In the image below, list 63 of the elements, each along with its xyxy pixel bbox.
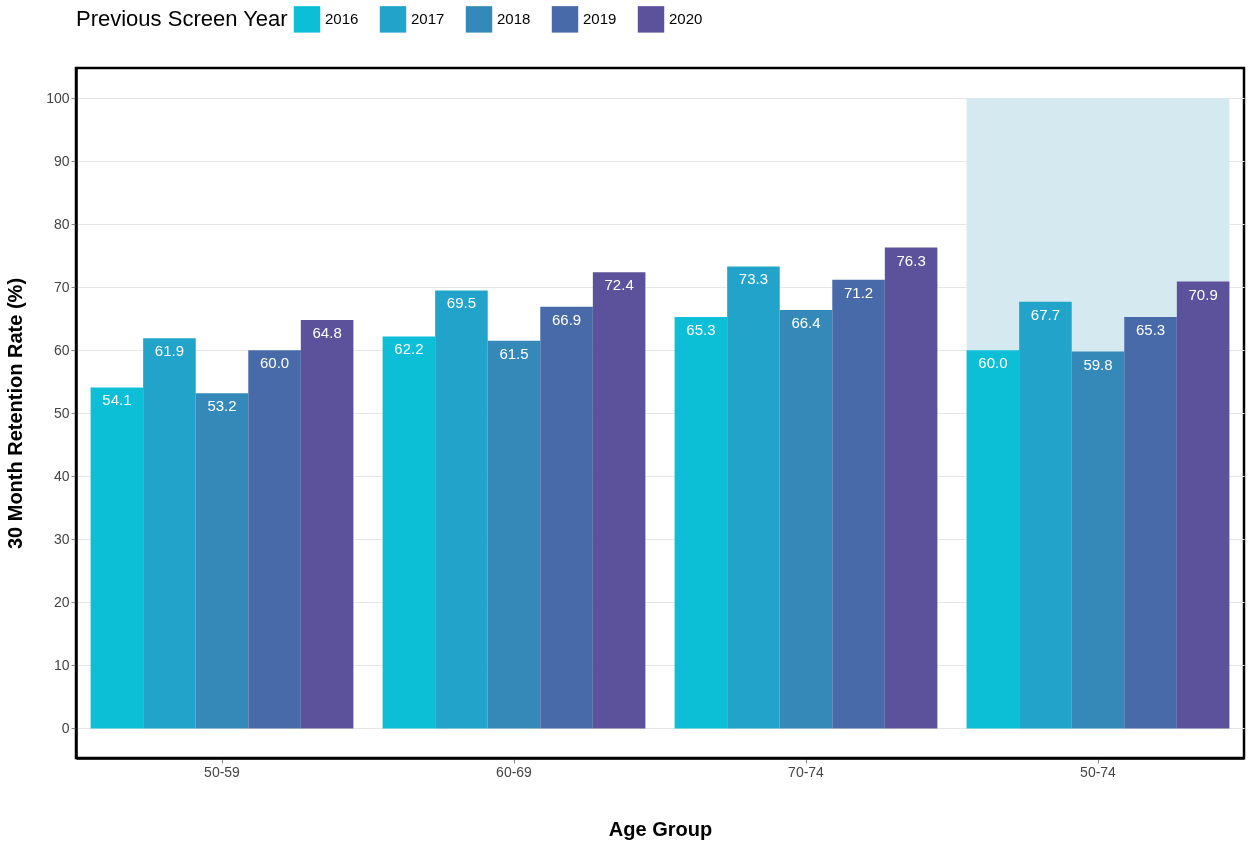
bar bbox=[300, 320, 354, 729]
bar bbox=[435, 290, 488, 729]
data-label: 53.2 bbox=[207, 397, 237, 415]
x-tick-label: 50-74 bbox=[1080, 763, 1117, 780]
bar bbox=[1071, 351, 1125, 729]
bar bbox=[382, 336, 436, 729]
data-label: 66.9 bbox=[551, 310, 582, 328]
legend-label: 2020 bbox=[669, 10, 703, 28]
bar bbox=[1176, 281, 1230, 729]
x-tick-label: 60-69 bbox=[496, 763, 533, 780]
bar bbox=[540, 306, 593, 729]
data-label: 62.2 bbox=[394, 340, 424, 358]
data-label: 59.8 bbox=[1083, 355, 1113, 373]
y-tick-label: 0 bbox=[61, 719, 70, 736]
y-tick-label: 80 bbox=[53, 215, 70, 232]
bar bbox=[966, 350, 1020, 729]
y-tick-label: 10 bbox=[53, 656, 70, 673]
bar bbox=[832, 279, 885, 729]
data-label: 61.5 bbox=[499, 344, 529, 362]
data-label: 60.0 bbox=[978, 354, 1008, 372]
data-label: 70.9 bbox=[1188, 285, 1218, 303]
y-tick-label: 30 bbox=[53, 530, 70, 547]
data-label: 71.2 bbox=[843, 283, 874, 301]
legend-title: Previous Screen Year bbox=[76, 6, 288, 31]
data-label: 65.3 bbox=[1135, 320, 1166, 338]
y-tick-label: 90 bbox=[53, 152, 70, 169]
y-tick-label: 20 bbox=[53, 593, 70, 610]
bar bbox=[248, 350, 301, 729]
x-axis-title: Age Group bbox=[608, 817, 713, 840]
x-tick-label: 50-59 bbox=[204, 763, 241, 780]
legend-label: 2016 bbox=[325, 10, 359, 28]
y-axis-title: 30 Month Retention Rate (%) bbox=[4, 277, 27, 550]
bar bbox=[727, 266, 780, 729]
bar bbox=[779, 309, 833, 729]
bar bbox=[143, 338, 196, 729]
bar bbox=[1124, 316, 1177, 729]
data-label: 66.4 bbox=[791, 313, 821, 331]
bar bbox=[674, 316, 728, 729]
y-tick-label: 40 bbox=[53, 467, 70, 484]
data-label: 73.3 bbox=[738, 270, 769, 288]
x-tick-label: 70-74 bbox=[788, 763, 825, 780]
data-label: 69.5 bbox=[446, 294, 477, 312]
data-label: 54.1 bbox=[102, 391, 132, 409]
data-label: 65.3 bbox=[686, 320, 716, 338]
legend-label: 2017 bbox=[411, 10, 445, 28]
bar bbox=[195, 393, 249, 729]
y-tick-label: 100 bbox=[46, 89, 70, 106]
bar bbox=[90, 387, 144, 729]
data-label: 61.9 bbox=[154, 342, 185, 360]
bar bbox=[884, 247, 938, 729]
legend-label: 2018 bbox=[497, 10, 531, 28]
data-label: 72.4 bbox=[604, 276, 634, 294]
data-label: 67.7 bbox=[1030, 305, 1061, 323]
y-tick-label: 50 bbox=[53, 404, 70, 421]
y-tick-label: 60 bbox=[53, 341, 70, 358]
bar bbox=[592, 272, 646, 729]
bar bbox=[1019, 301, 1072, 729]
bar bbox=[487, 340, 541, 729]
data-label: 60.0 bbox=[259, 354, 290, 372]
data-label: 64.8 bbox=[312, 324, 342, 342]
y-tick-label: 70 bbox=[53, 278, 70, 295]
legend-label: 2019 bbox=[583, 10, 617, 28]
data-label: 76.3 bbox=[896, 251, 926, 269]
